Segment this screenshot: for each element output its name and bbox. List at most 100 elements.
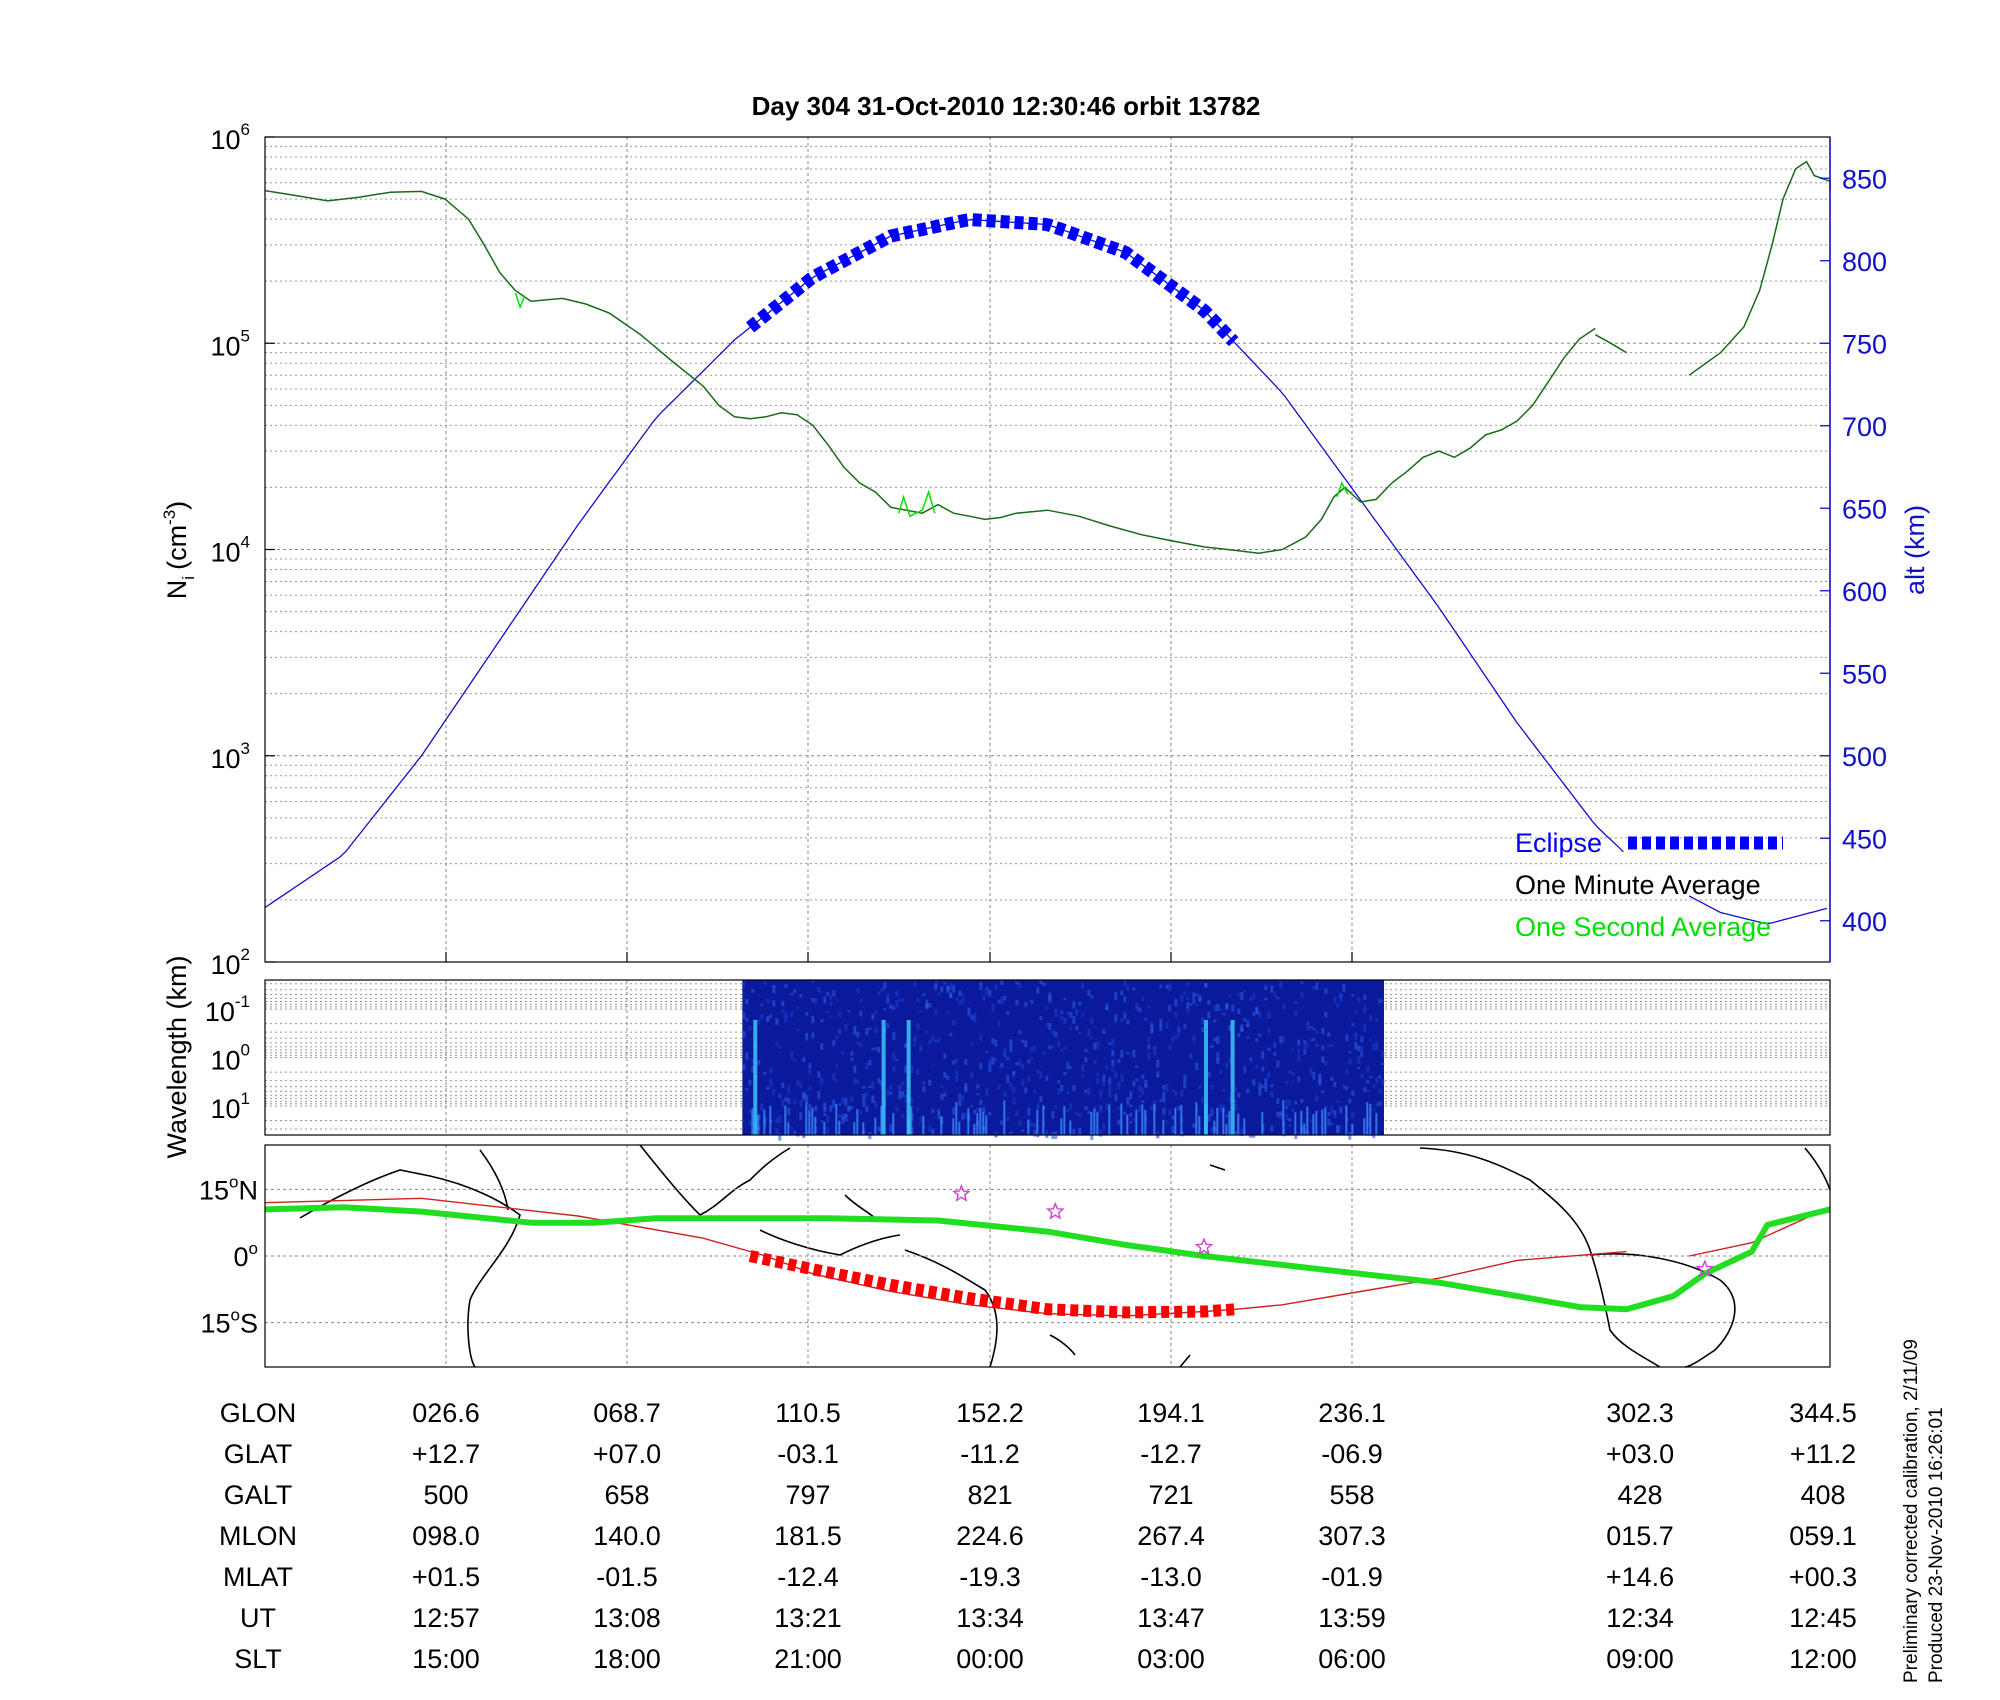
table-cell: 428 [1617, 1480, 1662, 1510]
spectrogram-cell [1054, 1105, 1058, 1110]
spectrogram-cell [751, 989, 755, 993]
spectrogram-cell [1111, 1068, 1115, 1072]
spectrogram-cell [1327, 1118, 1331, 1126]
spectrogram-cell [931, 1108, 935, 1114]
spectrogram-cell [799, 1082, 803, 1089]
spectrogram-cell [853, 1026, 857, 1030]
spectrogram-cell [1240, 1128, 1244, 1137]
spectrogram-cell [1342, 1084, 1346, 1088]
spectrogram-cell [919, 1010, 923, 1013]
spectrogram-cell [1219, 1008, 1223, 1011]
spectrogram-cell [745, 999, 749, 1005]
spectrogram-cell [874, 1047, 878, 1050]
spectrogram-cell [1237, 1008, 1241, 1014]
spectrogram-cell [1300, 981, 1304, 984]
spectrogram-cell [1294, 1010, 1298, 1016]
spectrogram-cell [874, 1101, 878, 1109]
spectrogram-cell [829, 1001, 833, 1006]
spectrogram-cell [850, 1106, 854, 1110]
spectrogram-cell [1258, 1033, 1262, 1037]
spectrogram-cell [1327, 1032, 1331, 1037]
spectrogram-cell [1039, 980, 1043, 985]
spectrogram-cell [1219, 1108, 1223, 1114]
spectrogram-cell [1252, 1079, 1256, 1086]
spectrogram-cell [763, 981, 767, 986]
spectrogram-cell [820, 1120, 824, 1123]
spectrogram-cell [1204, 983, 1208, 988]
spectrogram-cell [1057, 1088, 1061, 1095]
spectrogram-cell [904, 1065, 908, 1073]
spectrogram-cell [1291, 1072, 1295, 1075]
spectrogram-cell [1174, 1011, 1178, 1019]
spectrogram-cell [976, 1084, 980, 1089]
spectrogram-cell [778, 1093, 782, 1098]
spectrogram-cell [874, 1010, 878, 1015]
spectrogram-cell [1321, 1056, 1325, 1063]
spectrogram-cell [1150, 1105, 1154, 1111]
spectrogram-cell [1120, 1050, 1124, 1058]
spectrogram-cell [946, 1075, 950, 1080]
spectrogram-cell [805, 1102, 808, 1135]
spectrogram-cell [784, 984, 788, 988]
spectrogram-cell [1336, 1100, 1340, 1103]
spectrogram-cell [847, 1010, 851, 1013]
spectrogram-cell [1132, 1080, 1136, 1087]
spectrogram-cell [1099, 1089, 1103, 1098]
ion-density-line [264, 189, 1596, 554]
spectrogram-cell [952, 985, 956, 993]
spectrogram-cell [781, 1009, 785, 1014]
spectrogram-cell [1342, 987, 1346, 990]
table-cell: 558 [1329, 1480, 1374, 1510]
spectrogram-cell [976, 1113, 979, 1135]
spectrogram-cell [793, 1131, 797, 1134]
spectrogram-cell [772, 985, 776, 994]
table-cell: 059.1 [1789, 1521, 1857, 1551]
table-row-label: GLAT [224, 1439, 293, 1469]
spectrogram-cell [958, 1093, 962, 1100]
spectrogram-cell [1162, 1108, 1166, 1115]
spectrogram-cell [1009, 1082, 1013, 1089]
spectrogram-cell [877, 991, 881, 996]
spectrogram-cell [1252, 1012, 1256, 1016]
altitude-tick-label: 550 [1842, 659, 1887, 689]
spectrogram-cell [1210, 1045, 1214, 1049]
spectrogram-cell [877, 1078, 881, 1084]
spectrogram-cell [1117, 1082, 1121, 1090]
spectrogram-cell [913, 1037, 917, 1042]
spectrogram-cell [1033, 1123, 1037, 1128]
spectrogram-cell [889, 1084, 893, 1091]
spectrogram-cell [1048, 1045, 1052, 1050]
spectrogram-cell [940, 1094, 944, 1100]
spectrogram-cell [769, 1078, 773, 1087]
spectrogram-cell [1141, 1104, 1144, 1135]
spectrogram-cell [859, 1042, 863, 1048]
spectrogram-cell [823, 996, 827, 1004]
spectrogram-cell [1198, 1085, 1202, 1090]
spectrogram-cell [1264, 997, 1268, 1001]
spectrogram-cell [1255, 1008, 1259, 1015]
spectrogram-cell [1345, 1068, 1349, 1075]
spectrogram-cell [1228, 1111, 1231, 1135]
spectrogram-cell [1351, 1090, 1355, 1096]
spectrogram-cell [790, 1050, 794, 1059]
ground-track-frame [264, 1144, 1831, 1368]
spectrogram-cell [1087, 1028, 1091, 1037]
spectrogram-cell [1351, 1123, 1354, 1135]
spectrogram-cell [757, 1018, 761, 1025]
spectrogram-cell [1090, 1036, 1094, 1039]
spectrogram-cell [811, 980, 815, 983]
spectrogram-cell [1045, 1075, 1049, 1082]
spectrogram-cell [892, 1051, 896, 1060]
spectrogram-cell [1306, 1043, 1310, 1047]
spectrogram-cell [1348, 1132, 1352, 1140]
spectrogram-cell [1126, 1097, 1130, 1105]
spectrogram-cell [1108, 1085, 1112, 1091]
spectrogram-cell [1108, 1104, 1111, 1135]
spectrogram-cell [826, 1010, 830, 1013]
table-cell: -12.4 [777, 1562, 839, 1592]
spectrogram-cell [1045, 1023, 1049, 1028]
spectrogram-cell [1291, 1048, 1295, 1052]
spectrogram-cell [1129, 1104, 1133, 1108]
spectrogram-cell [1243, 1018, 1247, 1022]
spectrogram-cell [868, 1085, 872, 1088]
